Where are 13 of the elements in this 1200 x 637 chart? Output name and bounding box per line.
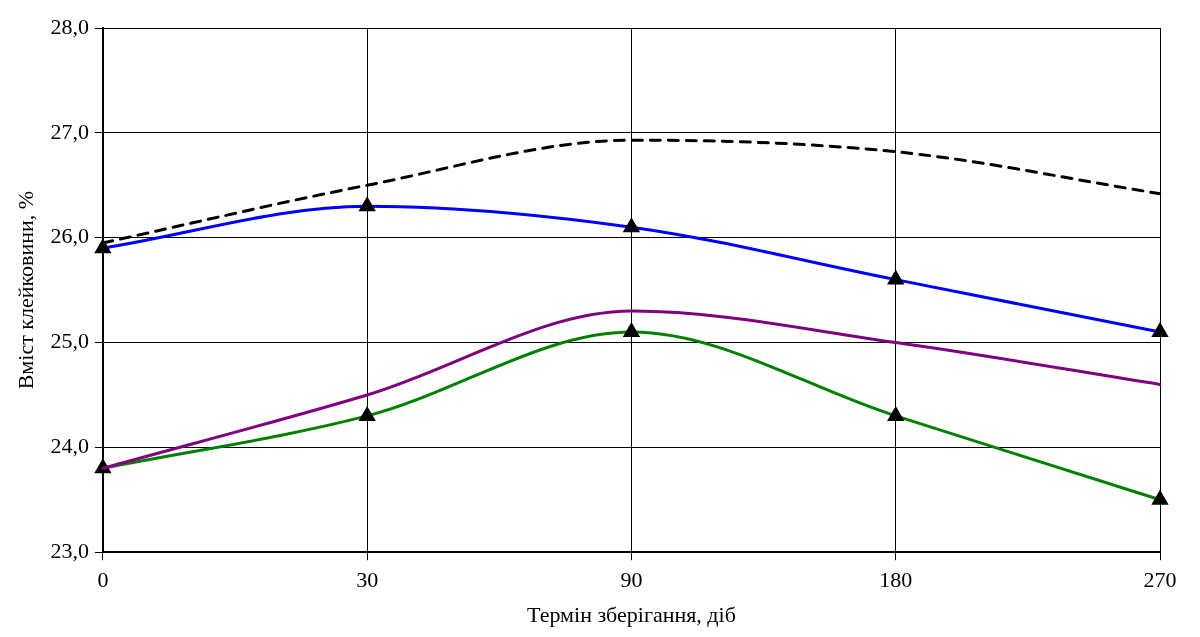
x-tick-label: 90: [620, 567, 643, 593]
x-tick-label: 180: [879, 567, 913, 593]
x-tick-label: 30: [356, 567, 379, 593]
x-axis-title: Термін зберігання, діб: [527, 601, 736, 627]
y-tick-label: 23,0: [50, 537, 89, 563]
x-tick-label: 0: [97, 567, 109, 593]
y-tick-label: 25,0: [50, 328, 89, 354]
y-tick-label: 24,0: [50, 433, 89, 459]
y-tick-label: 27,0: [50, 118, 89, 144]
y-tick-label: 26,0: [50, 223, 89, 249]
y-axis-title: Вміст клейковини, %: [12, 190, 38, 390]
x-tick-label: 270: [1143, 567, 1177, 593]
y-tick-label: 28,0: [50, 13, 89, 39]
